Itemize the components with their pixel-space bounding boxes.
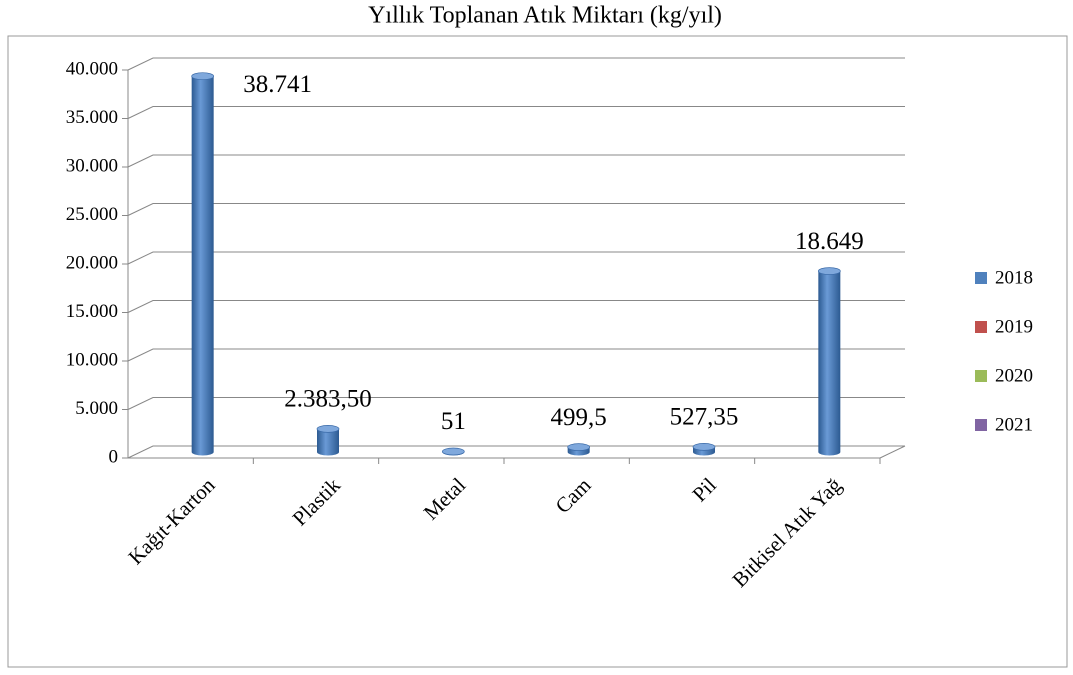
chart-border — [7, 35, 1068, 668]
x-tick-label: Cam — [551, 473, 596, 518]
y-tick-label: 20.000 — [66, 252, 118, 273]
legend-swatch — [975, 370, 987, 382]
legend-label: 2020 — [995, 365, 1033, 386]
y-tick-label: 30.000 — [66, 155, 118, 176]
bar — [818, 271, 841, 456]
bar-top — [316, 425, 340, 433]
floor-right — [879, 445, 906, 459]
grid-line — [127, 203, 905, 216]
bar-top — [441, 447, 465, 456]
bar-top — [191, 72, 215, 81]
legend-swatch — [975, 419, 987, 431]
grid-line — [127, 154, 905, 168]
bar — [191, 76, 214, 456]
data-label: 18.649 — [795, 228, 864, 255]
x-tick-label: Plastik — [288, 473, 346, 531]
data-label: 499,5 — [551, 404, 607, 431]
grid-line — [127, 348, 905, 362]
grid-line — [127, 57, 905, 71]
grid-line — [127, 300, 905, 313]
bar-top — [567, 443, 591, 452]
x-tick-label: Metal — [419, 473, 471, 525]
data-label: 527,35 — [670, 404, 739, 431]
legend-label: 2018 — [995, 267, 1033, 288]
x-tick-label: Kağıt-Karton — [123, 473, 219, 569]
legend-label: 2021 — [995, 414, 1033, 435]
bar-top — [817, 267, 841, 275]
y-tick-label: 25.000 — [66, 204, 118, 225]
y-tick-label: 35.000 — [66, 107, 118, 128]
grid-line — [127, 445, 905, 459]
y-tick-label: 0 — [109, 446, 119, 467]
grid-line — [127, 397, 905, 410]
x-tick-label: Bitkisel Atık Yağ — [727, 473, 846, 592]
data-label: 2.383,50 — [284, 386, 372, 413]
y-tick-label: 15.000 — [66, 301, 118, 322]
data-label: 51 — [441, 408, 466, 435]
grid-line — [127, 106, 905, 119]
x-tick-label: Pil — [687, 473, 721, 507]
legend-swatch — [975, 321, 987, 333]
bar-top — [692, 443, 716, 451]
data-label: 38.741 — [243, 71, 312, 98]
legend-label: 2019 — [995, 316, 1033, 337]
bar — [317, 428, 339, 456]
y-tick-label: 10.000 — [66, 349, 118, 370]
legend-swatch — [975, 272, 987, 284]
y-tick-label: 5.000 — [75, 398, 118, 419]
y-tick-label: 40.000 — [66, 58, 118, 79]
chart-title: Yıllık Toplanan Atık Miktarı (kg/yıl) — [368, 3, 722, 29]
grid-line — [127, 251, 905, 265]
